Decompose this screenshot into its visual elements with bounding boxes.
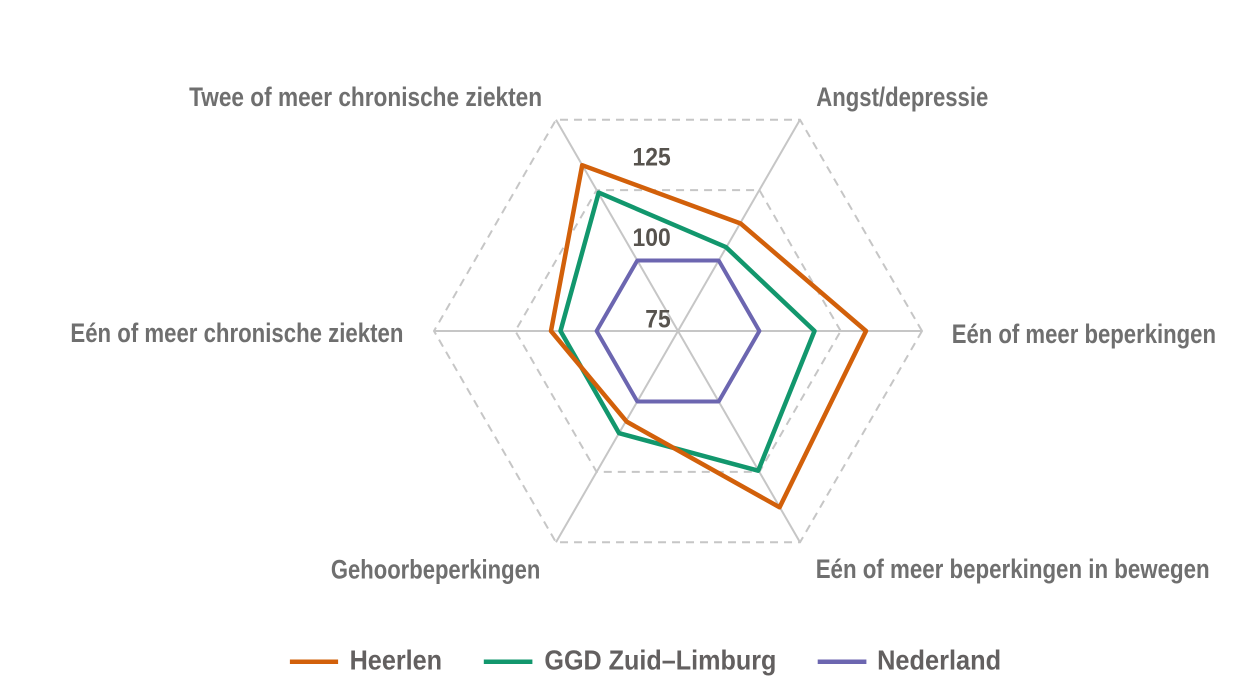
svg-text:Nederland: Nederland bbox=[877, 645, 1001, 676]
svg-text:Eén of meer beperkingen in bew: Eén of meer beperkingen in bewegen bbox=[816, 554, 1210, 584]
svg-text:Heerlen: Heerlen bbox=[350, 645, 443, 676]
svg-text:125: 125 bbox=[633, 143, 671, 171]
svg-text:Angst/depressie: Angst/depressie bbox=[816, 82, 988, 112]
svg-text:GGD Zuid–Limburg: GGD Zuid–Limburg bbox=[544, 645, 776, 676]
svg-text:100: 100 bbox=[633, 224, 671, 252]
svg-text:75: 75 bbox=[645, 305, 670, 333]
svg-text:Eén of meer beperkingen: Eén of meer beperkingen bbox=[952, 319, 1216, 349]
svg-text:Gehoorbeperkingen: Gehoorbeperkingen bbox=[331, 554, 540, 584]
svg-text:Twee of meer chronische ziekte: Twee of meer chronische ziekten bbox=[189, 82, 542, 112]
svg-text:Eén of meer chronische ziekten: Eén of meer chronische ziekten bbox=[70, 318, 403, 348]
